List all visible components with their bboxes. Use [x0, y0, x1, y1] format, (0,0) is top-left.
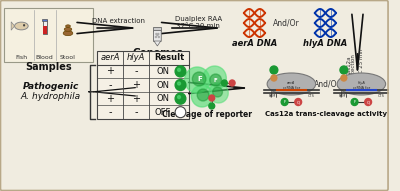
Text: And/Or: And/Or	[273, 19, 300, 28]
Text: Result: Result	[154, 53, 184, 62]
Text: Samples: Samples	[25, 62, 72, 72]
Ellipse shape	[66, 25, 70, 27]
Circle shape	[191, 85, 213, 107]
Circle shape	[209, 95, 215, 101]
Circle shape	[23, 24, 25, 26]
Ellipse shape	[63, 31, 73, 36]
Text: CTS: CTS	[377, 94, 384, 98]
Text: 37°C 20 min: 37°C 20 min	[176, 23, 220, 29]
Text: Dualplex RAA: Dualplex RAA	[174, 16, 222, 22]
Circle shape	[271, 75, 277, 81]
Text: hlyA: hlyA	[127, 53, 145, 62]
Text: ON: ON	[156, 80, 170, 90]
Text: 37°C 25 min: 37°C 25 min	[359, 49, 364, 83]
Text: Q: Q	[366, 100, 370, 104]
Text: ON: ON	[156, 94, 170, 103]
Circle shape	[351, 99, 358, 105]
Bar	[43, 26, 47, 34]
Text: -: -	[108, 80, 112, 90]
Text: crRNA for: crRNA for	[283, 86, 300, 90]
Circle shape	[281, 99, 288, 105]
Text: DNA extraction: DNA extraction	[92, 18, 145, 24]
Circle shape	[178, 82, 180, 85]
Ellipse shape	[14, 22, 28, 30]
Text: Blood: Blood	[36, 54, 54, 60]
Bar	[154, 27, 161, 31]
Text: PAM: PAM	[268, 94, 276, 98]
Circle shape	[209, 83, 228, 103]
Circle shape	[178, 96, 180, 99]
Circle shape	[209, 103, 215, 109]
Text: Genomes: Genomes	[132, 48, 183, 58]
Text: aerA: aerA	[100, 53, 120, 62]
Circle shape	[175, 107, 186, 118]
Ellipse shape	[267, 73, 316, 95]
Circle shape	[178, 68, 180, 71]
Circle shape	[210, 74, 222, 86]
Circle shape	[341, 75, 347, 81]
Circle shape	[213, 87, 222, 97]
Bar	[97, 51, 190, 119]
Circle shape	[365, 99, 372, 105]
Ellipse shape	[337, 73, 386, 95]
Circle shape	[270, 66, 278, 74]
Circle shape	[157, 35, 158, 36]
Text: +: +	[132, 94, 140, 104]
Text: Fish: Fish	[15, 54, 28, 60]
Text: crRNA for: crRNA for	[353, 86, 370, 90]
Text: Stool: Stool	[60, 54, 76, 60]
Text: -: -	[134, 66, 138, 76]
Text: PAM: PAM	[338, 94, 346, 98]
Text: +: +	[106, 94, 114, 104]
Text: F: F	[214, 78, 218, 83]
Circle shape	[175, 66, 186, 77]
Circle shape	[222, 80, 227, 86]
Text: Q: Q	[296, 100, 300, 104]
Polygon shape	[11, 22, 14, 30]
Circle shape	[295, 99, 302, 105]
Circle shape	[203, 66, 226, 90]
Circle shape	[156, 33, 157, 35]
Bar	[43, 20, 47, 34]
Text: OFF: OFF	[155, 108, 171, 117]
Text: -: -	[108, 107, 112, 117]
FancyBboxPatch shape	[154, 31, 161, 41]
Text: A. hydrophila: A. hydrophila	[20, 92, 80, 101]
Polygon shape	[154, 41, 161, 46]
Text: F: F	[284, 100, 286, 104]
Text: And/Or: And/Or	[314, 79, 341, 88]
Text: Cas12a trans-cleavage activity: Cas12a trans-cleavage activity	[265, 111, 388, 117]
Bar	[42, 19, 47, 21]
Text: +: +	[106, 66, 114, 76]
Text: Cleavage of reporter: Cleavage of reporter	[162, 109, 252, 118]
Text: aerA DNA: aerA DNA	[232, 39, 277, 48]
Circle shape	[340, 66, 348, 74]
FancyBboxPatch shape	[4, 8, 93, 62]
Text: hlyA: hlyA	[358, 81, 365, 85]
Text: detection: detection	[351, 53, 356, 79]
Circle shape	[175, 93, 186, 104]
Circle shape	[175, 79, 186, 91]
Circle shape	[184, 67, 210, 93]
Circle shape	[158, 36, 159, 37]
Text: +: +	[132, 80, 140, 90]
Text: -: -	[134, 107, 138, 117]
Text: F: F	[353, 100, 356, 104]
Text: Pathogenic: Pathogenic	[22, 82, 79, 91]
Circle shape	[197, 89, 209, 101]
Text: CTS: CTS	[307, 94, 314, 98]
Ellipse shape	[64, 28, 72, 31]
Circle shape	[158, 33, 159, 35]
Text: ON: ON	[156, 67, 170, 76]
Text: Cas12a: Cas12a	[347, 56, 352, 76]
Text: F: F	[198, 76, 202, 82]
Circle shape	[192, 72, 206, 86]
Text: hlyA DNA: hlyA DNA	[303, 39, 348, 48]
Circle shape	[229, 80, 235, 86]
Text: aerA: aerA	[287, 81, 296, 85]
